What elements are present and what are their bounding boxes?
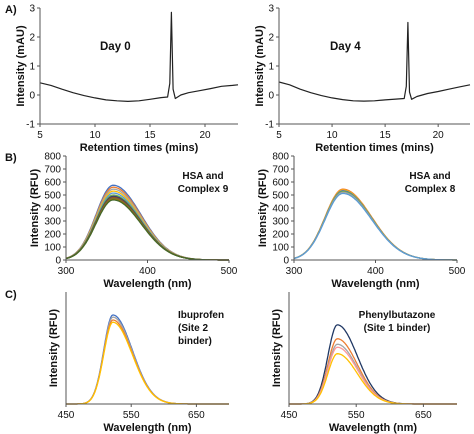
- x-tick-label: 5: [37, 130, 43, 141]
- series-line-1: [39, 11, 239, 102]
- y-tick-label: 600: [272, 178, 289, 189]
- x-tick-label: 15: [380, 130, 392, 141]
- chart-b-complex8: 300 400 500 0 100 200 300 400 500 600 700 800 Wavele…: [257, 152, 466, 291]
- y-tick-label: 3: [29, 4, 35, 15]
- y-axis-label: Intensity (RFU): [257, 169, 269, 248]
- x-tick-label: 550: [348, 410, 365, 421]
- y-tick-label: 1: [268, 62, 274, 73]
- series-line-5: [293, 191, 457, 261]
- annotation-text: HSA and: [182, 171, 223, 182]
- y-tick-label: 400: [44, 204, 61, 215]
- y-tick-label: 600: [44, 178, 61, 189]
- y-axis-label: Intensity (RFU): [271, 309, 283, 388]
- x-tick-label: 300: [58, 266, 75, 277]
- annotation-text: Complex 8: [405, 184, 456, 195]
- x-tick-label: 650: [415, 410, 432, 421]
- series-line-4: [66, 321, 229, 405]
- x-tick-label: 500: [221, 266, 238, 277]
- x-tick-label: 550: [123, 410, 140, 421]
- series-line-1: [278, 21, 471, 102]
- x-axis-label: Retention times (mins): [315, 142, 434, 154]
- y-axis-label: Intensity (mAU): [15, 25, 27, 107]
- x-tick-label: 500: [449, 266, 466, 277]
- x-tick-label: 650: [188, 410, 205, 421]
- chart-a-day4: 5 10 15 20 -1 0 1 2 3 Retention times (mins) Inten…: [254, 4, 471, 154]
- y-tick-label: 2: [268, 33, 274, 44]
- y-tick-label: 0: [55, 256, 61, 267]
- panel-label-b: B): [5, 152, 17, 164]
- annotation-text: binder): [178, 336, 212, 347]
- y-tick-label: 400: [272, 204, 289, 215]
- annotation-text: Day 0: [100, 41, 131, 53]
- y-tick-label: 100: [44, 243, 61, 254]
- chart-a-day0: 5 10 15 20 -1 0 1 2 3 Retention times (mins) Inten…: [15, 4, 239, 154]
- annotation-text: Day 4: [330, 41, 361, 53]
- y-tick-label: 0: [268, 91, 274, 102]
- annotation-text: Ibuprofen: [178, 310, 224, 321]
- y-tick-label: 700: [44, 165, 61, 176]
- x-tick-label: 300: [286, 266, 303, 277]
- x-tick-label: 450: [58, 410, 75, 421]
- x-tick-label: 20: [433, 130, 445, 141]
- y-tick-label: 0: [29, 91, 35, 102]
- x-tick-label: 400: [367, 266, 384, 277]
- x-tick-label: 10: [89, 130, 101, 141]
- annotation-text: (Site 2: [178, 323, 208, 334]
- x-tick-label: 400: [139, 266, 156, 277]
- y-tick-label: 2: [29, 33, 35, 44]
- x-tick-label: 20: [199, 130, 211, 141]
- series-line-6: [293, 192, 457, 261]
- y-tick-label: 800: [44, 152, 61, 163]
- y-tick-label: 1: [29, 62, 35, 73]
- y-tick-label: 700: [272, 165, 289, 176]
- y-tick-label: 500: [44, 191, 61, 202]
- annotation-text: HSA and: [409, 171, 450, 182]
- x-axis-label: Retention times (mins): [80, 142, 199, 154]
- x-axis-label: Wavelength (nm): [103, 422, 192, 434]
- x-axis-label: Wavelength (nm): [103, 278, 192, 290]
- x-axis-label: Wavelength (nm): [329, 422, 418, 434]
- y-axis-label: Intensity (RFU): [29, 169, 41, 248]
- y-tick-label: 200: [44, 230, 61, 241]
- y-tick-label: 500: [272, 191, 289, 202]
- annotation-text: Phenylbutazone: [359, 310, 436, 321]
- series-line-4: [289, 346, 457, 405]
- x-axis-label: Wavelength (nm): [331, 278, 420, 290]
- annotation-text: (Site 1 binder): [364, 323, 431, 334]
- x-tick-label: 450: [281, 410, 298, 421]
- series-line-1: [65, 184, 229, 261]
- y-tick-label: -1: [26, 120, 35, 131]
- y-tick-label: 300: [272, 217, 289, 228]
- y-tick-label: 0: [283, 256, 289, 267]
- x-tick-label: 15: [144, 130, 156, 141]
- y-tick-label: 3: [268, 4, 274, 15]
- chart-b-complex9: 300 400 500 0 100 200 300 400 500 600 700 800 Wavele…: [29, 152, 238, 291]
- panel-label-a: A): [5, 4, 17, 16]
- annotation-text: Complex 9: [178, 184, 229, 195]
- panel-label-c: C): [5, 289, 17, 301]
- y-tick-label: 800: [272, 152, 289, 163]
- y-tick-label: 200: [272, 230, 289, 241]
- y-axis-label: Intensity (RFU): [48, 309, 60, 388]
- y-tick-label: 300: [44, 217, 61, 228]
- series-line-2: [65, 186, 229, 261]
- x-tick-label: 10: [326, 130, 338, 141]
- x-tick-label: 5: [276, 130, 282, 141]
- y-axis-label: Intensity (mAU): [254, 25, 266, 107]
- series-line-3: [289, 343, 457, 405]
- y-tick-label: -1: [265, 120, 274, 131]
- series-line-5: [289, 353, 457, 405]
- y-tick-label: 100: [272, 243, 289, 254]
